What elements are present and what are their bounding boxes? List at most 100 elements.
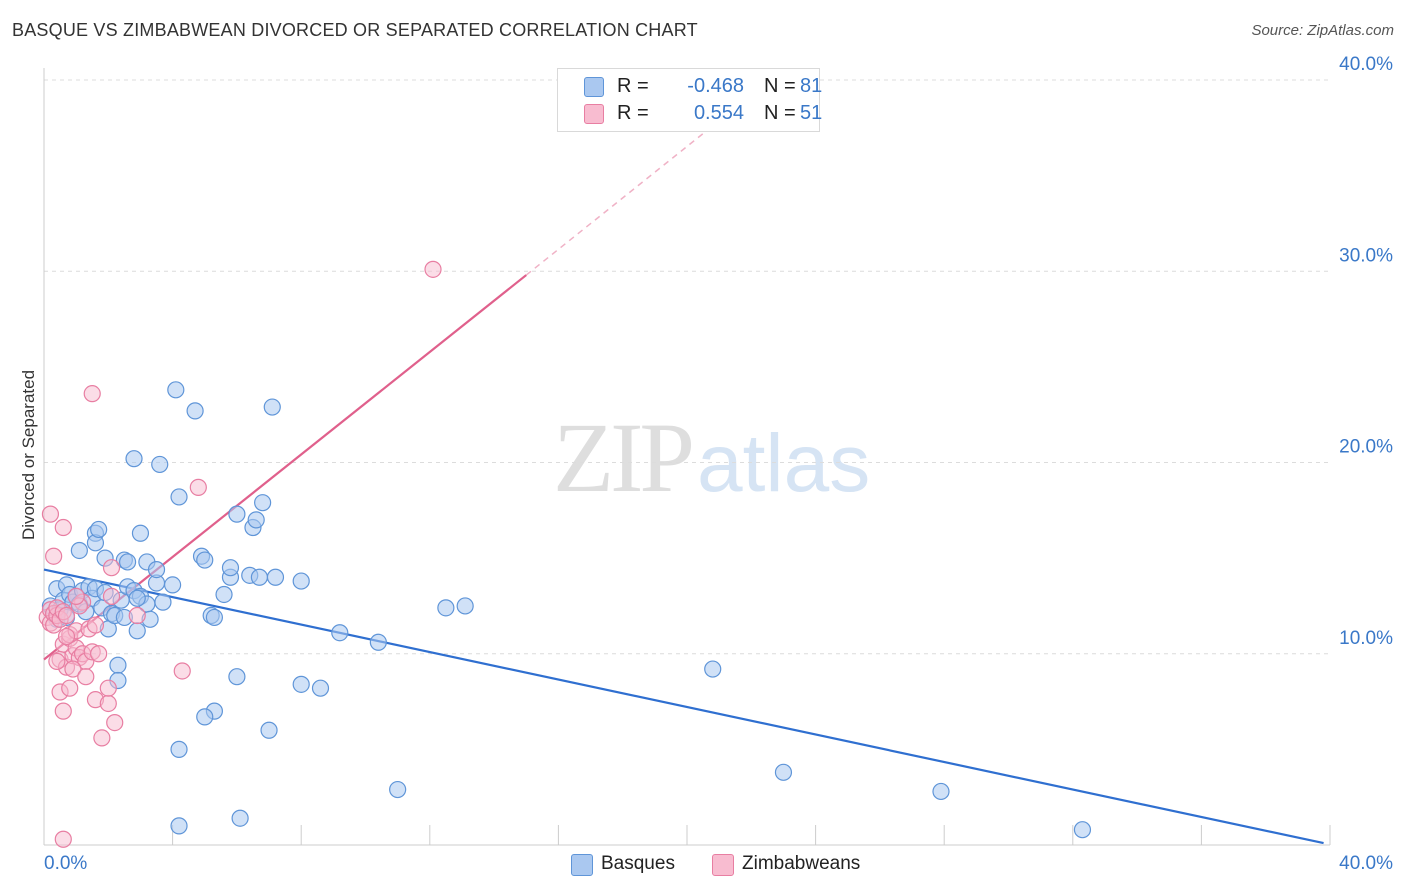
point-zimbabweans [77,668,95,686]
y-tick-label: 20.0% [1339,437,1393,458]
point-basques [131,524,150,542]
source-credit: Source: ZipAtlas.com [1251,22,1394,39]
legend-r-value: 0.554 [693,102,744,124]
chart-title: BASQUE VS ZIMBABWEAN DIVORCED OR SEPARAT… [12,20,698,40]
point-basques [774,763,793,781]
x-tick-label-max: 40.0% [1339,853,1393,874]
bottom-legend-label-zimbabweans: Zimbabweans [742,853,861,874]
point-basques [147,560,166,579]
point-basques [389,780,407,799]
watermark-atlas: atlas [697,418,871,509]
point-basques [311,679,330,697]
point-zimbabweans [99,694,117,713]
point-basques [125,450,143,468]
watermark-zip: ZIP [553,402,695,513]
point-zimbabweans [83,385,101,403]
point-zimbabweans [189,478,207,496]
point-zimbabweans [54,830,72,848]
point-basques [369,633,387,651]
point-basques [292,675,310,693]
trend-layer [43,125,1324,845]
point-zimbabweans [48,652,66,671]
point-basques [932,782,950,801]
point-basques [186,402,204,420]
point-zimbabweans [57,627,76,646]
watermark: ZIPatlas [553,400,870,515]
point-basques [247,511,265,529]
point-basques [70,541,88,560]
legend-n-value: 81 [800,75,823,97]
x-tick-label-min: 0.0% [44,853,87,874]
legend-n-value: 51 [800,102,823,124]
point-zimbabweans [45,547,63,565]
point-basques [170,488,188,506]
point-zimbabweans [102,559,121,577]
point-basques [437,599,455,617]
point-zimbabweans [64,660,82,678]
legend-n-label: N = [764,75,796,97]
y-tick-label: 40.0% [1339,54,1393,75]
point-zimbabweans [67,587,85,605]
trend-line-zimbabweans-extension [525,125,714,276]
point-layer [38,260,1092,848]
point-basques [109,656,127,674]
legend-swatch-zimbabweans [584,104,604,124]
point-basques [196,708,214,726]
point-zimbabweans [424,260,442,278]
point-zimbabweans [106,713,124,732]
point-zimbabweans [99,679,117,697]
point-zimbabweans [61,679,79,697]
point-basques [215,585,233,604]
point-zimbabweans [128,606,146,625]
point-zimbabweans [90,645,108,663]
point-zimbabweans [173,662,191,680]
point-basques [221,559,240,577]
axis-layer [43,68,1331,846]
point-basques [263,398,281,416]
point-basques [128,589,146,607]
point-basques [170,740,188,758]
point-basques [167,381,185,399]
point-basques [128,622,146,640]
point-basques [292,572,310,590]
point-basques [154,593,172,611]
point-zimbabweans [41,505,60,523]
point-zimbabweans [102,587,121,605]
legend-r-label: R = [617,102,649,124]
point-basques [254,494,272,512]
point-basques [456,597,474,615]
point-basques [151,455,169,474]
label-layer: 10.0% 20.0% 30.0% 40.0% 0.0% 40.0% Divorced or… [19,54,1393,874]
point-basques [331,624,349,642]
point-zimbabweans [86,616,105,634]
y-tick-label: 10.0% [1339,628,1393,649]
point-basques [1073,821,1092,839]
point-basques [90,520,108,539]
point-basques [228,668,246,686]
y-axis-label: Divorced or Separated [19,370,38,540]
point-basques [164,576,182,594]
legend-n-label: N = [764,102,796,124]
legend-r-value: -0.468 [687,75,744,97]
bottom-legend-swatch-zimbabweans [712,854,734,876]
point-basques [704,660,722,678]
legend-swatch-basques [584,77,604,97]
point-basques [196,551,214,569]
point-zimbabweans [54,518,72,537]
point-basques [250,568,269,586]
point-zimbabweans [93,729,111,747]
point-basques [205,608,223,627]
point-zimbabweans [54,702,72,720]
point-basques [266,568,285,586]
point-basques [260,721,278,739]
point-basques [231,809,249,827]
point-basques [170,817,188,835]
bottom-legend-swatch-basques [571,854,593,876]
point-basques [228,505,246,523]
correlation-legend: R = -0.468 N = 81 R = 0.554 N = 51 [557,68,823,132]
bottom-legend-label-basques: Basques [601,853,675,874]
point-zimbabweans [57,606,76,625]
trend-line-basques [43,568,1324,845]
y-tick-label: 30.0% [1339,245,1393,266]
